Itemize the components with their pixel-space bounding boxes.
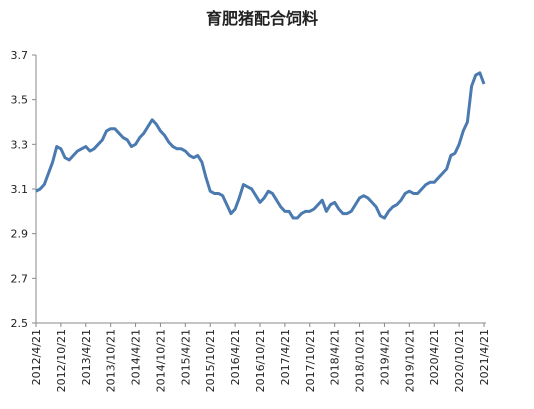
chart-title: 育肥猪配合饲料: [206, 9, 318, 28]
x-tick-label: 2019/4/21: [378, 329, 391, 385]
x-tick-label: 2020/10/21: [453, 329, 466, 392]
y-tick-label: 3.5: [11, 94, 29, 107]
x-tick-label: 2014/4/21: [130, 329, 143, 385]
x-tick-label: 2014/10/21: [154, 329, 167, 392]
x-tick-label: 2015/10/21: [204, 329, 217, 392]
data-line: [35, 71, 486, 220]
y-tick-label: 3.7: [11, 49, 29, 62]
x-tick-label: 2019/10/21: [403, 329, 416, 392]
x-tick-label: 2015/4/21: [179, 329, 192, 385]
x-tick-label: 2018/10/21: [354, 329, 367, 392]
x-tick-label: 2017/10/21: [304, 329, 317, 392]
x-tick-label: 2013/10/21: [105, 329, 118, 392]
x-tick-label: 2012/10/21: [55, 329, 68, 392]
y-tick-label: 2.7: [11, 272, 29, 285]
x-tick-label: 2021/4/21: [478, 329, 491, 385]
x-tick-label: 2020/4/21: [428, 329, 441, 385]
x-tick-label: 2013/4/21: [80, 329, 93, 385]
y-tick-label: 2.5: [11, 317, 29, 330]
y-tick-label: 2.9: [11, 228, 29, 241]
x-tick-label: 2016/10/21: [254, 329, 267, 392]
y-tick-label: 3.3: [11, 138, 29, 151]
x-tick-label: 2016/4/21: [229, 329, 242, 385]
x-tick-label: 2018/4/21: [329, 329, 342, 385]
x-tick-label: 2012/4/21: [30, 329, 43, 385]
x-tick-label: 2017/4/21: [279, 329, 292, 385]
y-tick-label: 3.1: [11, 183, 29, 196]
